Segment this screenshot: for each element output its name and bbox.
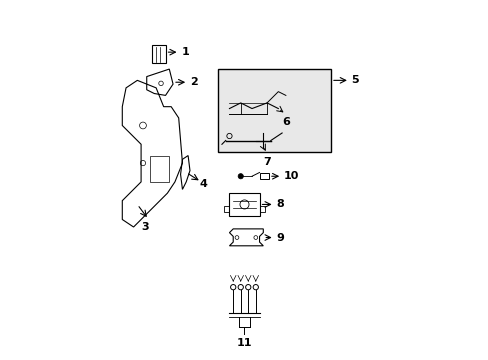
Text: 6: 6 [282,117,289,127]
Text: 3: 3 [141,222,148,232]
Circle shape [238,174,243,179]
Bar [259,173,268,179]
Text: 5: 5 [351,75,359,85]
Text: 7: 7 [263,157,270,167]
Text: 2: 2 [190,77,197,87]
Bar [259,206,264,212]
Text: 1: 1 [181,47,189,57]
Bar [229,193,259,216]
Text: 9: 9 [276,233,284,243]
Text: 11: 11 [236,338,252,348]
Bar [218,69,330,152]
Text: 10: 10 [284,171,299,181]
Bar [224,206,229,212]
Text: 8: 8 [276,199,284,210]
Text: 4: 4 [199,179,206,189]
